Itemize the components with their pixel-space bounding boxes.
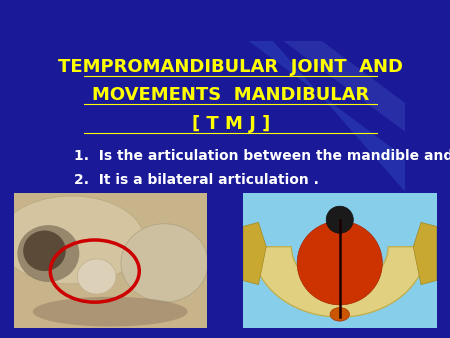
Text: 1.  Is the articulation between the mandible and the cranium .: 1. Is the articulation between the mandi… [74,149,450,163]
Text: MOVEMENTS  MANDIBULAR: MOVEMENTS MANDIBULAR [92,86,369,104]
Polygon shape [253,247,427,317]
Ellipse shape [23,231,66,271]
Polygon shape [248,41,405,192]
Ellipse shape [330,308,350,321]
Ellipse shape [326,206,353,233]
Ellipse shape [77,259,116,294]
Ellipse shape [297,221,382,305]
Ellipse shape [18,225,79,282]
Ellipse shape [33,297,188,327]
Polygon shape [243,222,266,285]
Text: 2.  It is a bilateral articulation .: 2. It is a bilateral articulation . [74,173,319,187]
Ellipse shape [121,224,208,302]
Text: TEMPROMANDIBULAR  JOINT  AND: TEMPROMANDIBULAR JOINT AND [58,57,403,76]
Polygon shape [283,41,405,132]
Polygon shape [413,222,436,285]
Text: [ T M J ]: [ T M J ] [192,115,270,133]
Ellipse shape [0,196,144,284]
